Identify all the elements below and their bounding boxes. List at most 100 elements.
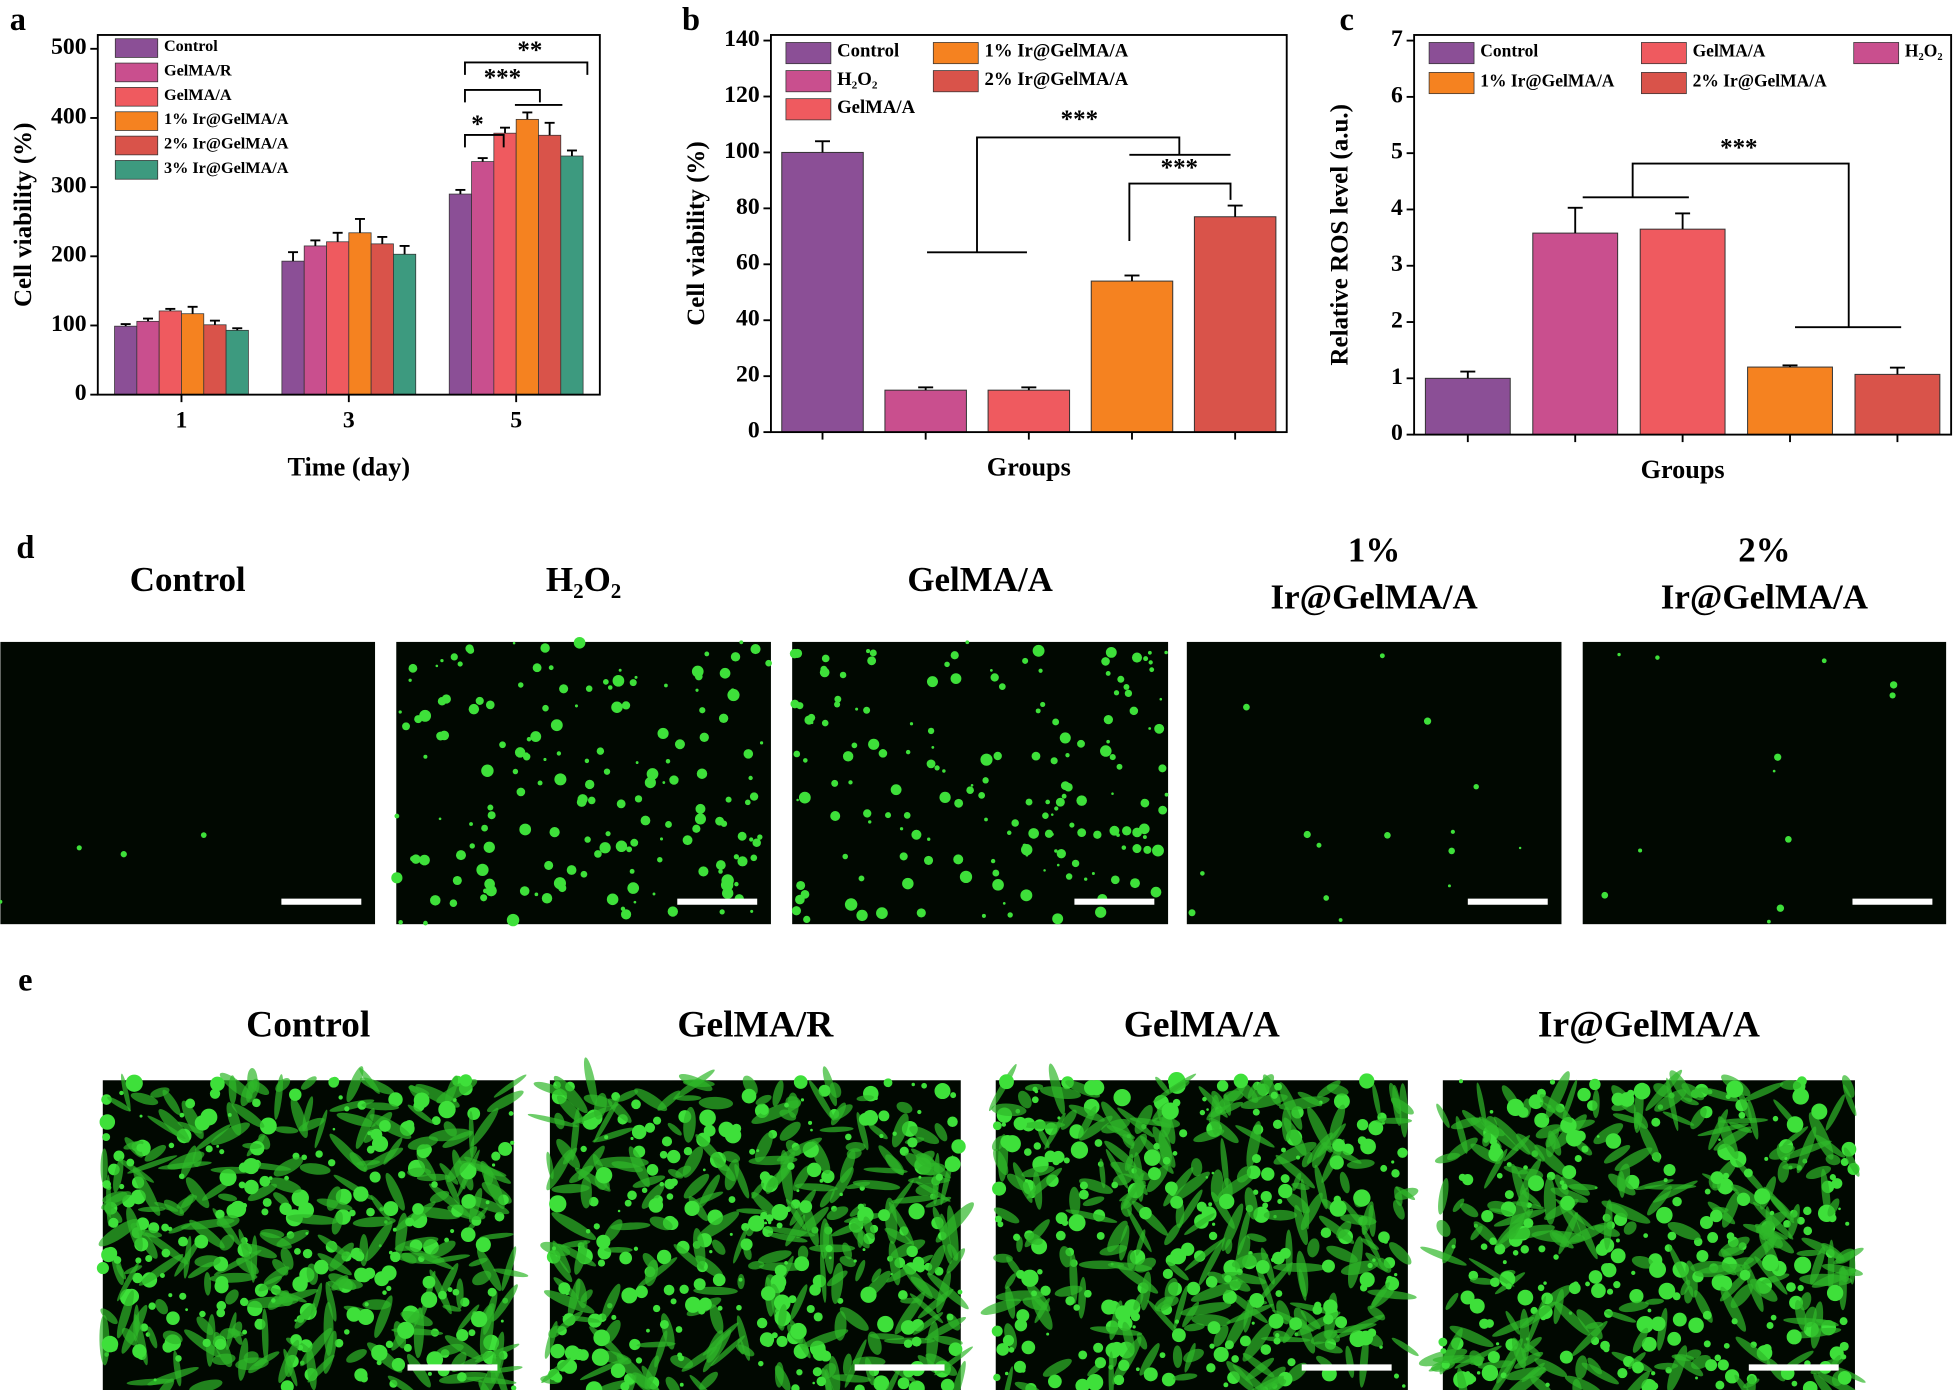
cell (215, 1209, 225, 1219)
cell (1564, 1375, 1601, 1390)
cell (238, 1228, 255, 1279)
cell (718, 869, 723, 874)
cell (1356, 1118, 1369, 1131)
cell (604, 1219, 623, 1243)
cell (1236, 1166, 1252, 1183)
cell (100, 1148, 108, 1185)
cell (376, 1360, 382, 1366)
cell (1196, 1201, 1207, 1212)
cell (1391, 1160, 1395, 1164)
bar (114, 325, 138, 396)
cell (126, 1158, 135, 1167)
cell (1726, 1232, 1735, 1240)
cell (1359, 1334, 1369, 1388)
cell (873, 1375, 890, 1390)
cell (161, 1248, 171, 1258)
cell (162, 1330, 183, 1345)
cell (1172, 1345, 1183, 1369)
cell (1162, 1268, 1174, 1279)
cell (326, 1186, 342, 1211)
cell (1618, 1370, 1650, 1390)
cell (1020, 1368, 1026, 1373)
cell (549, 1195, 567, 1213)
cell (144, 1144, 167, 1162)
cell (569, 1165, 594, 1184)
cell (1767, 919, 1771, 924)
cell (1158, 805, 1168, 815)
cell (871, 1268, 882, 1283)
cell (1782, 1126, 1809, 1147)
cell (475, 696, 484, 705)
cell (487, 804, 494, 811)
cell (733, 1228, 747, 1264)
cell (1574, 1154, 1582, 1163)
cell (996, 1343, 1010, 1356)
cell (336, 1112, 376, 1127)
cell (1117, 1107, 1155, 1138)
cell (1023, 1148, 1032, 1156)
cell (510, 1140, 515, 1145)
cell (1831, 1178, 1843, 1189)
cell (430, 1240, 456, 1258)
cell (1143, 1367, 1158, 1382)
plot-frame (96, 34, 601, 396)
cell (631, 1124, 647, 1140)
cell (1079, 1115, 1113, 1141)
cell (407, 1136, 439, 1150)
cell (1134, 1104, 1153, 1134)
cell (891, 1195, 939, 1204)
cell (839, 671, 847, 679)
cell (1106, 739, 1110, 744)
cell (1022, 843, 1027, 848)
cell (796, 798, 799, 802)
cell (1769, 1210, 1775, 1216)
cell (1591, 1283, 1606, 1299)
cell (982, 777, 989, 784)
cell (670, 1298, 677, 1305)
cell (1445, 1292, 1459, 1310)
cell (1681, 1083, 1705, 1101)
cell (344, 1106, 350, 1112)
cell (1059, 1246, 1072, 1268)
cell (1216, 1080, 1229, 1092)
cell (1779, 1080, 1802, 1090)
cell (1242, 1322, 1273, 1362)
cell (1747, 1099, 1759, 1140)
cell (1714, 1354, 1722, 1362)
cell (722, 1151, 741, 1163)
cell (1084, 877, 1088, 881)
cell (216, 1144, 220, 1148)
cell (1046, 1332, 1050, 1336)
bar (1193, 216, 1277, 433)
cell (512, 768, 519, 775)
cell (1164, 1223, 1181, 1246)
cell (593, 1092, 607, 1120)
cell (542, 704, 549, 712)
cell (271, 1298, 276, 1303)
cell (935, 1173, 943, 1181)
cell (744, 799, 751, 806)
cell (1347, 1236, 1363, 1289)
cell (1099, 1158, 1106, 1189)
cell (856, 1095, 874, 1102)
bar (393, 253, 417, 396)
micrograph (0, 641, 376, 925)
cell (494, 1211, 505, 1222)
cell (1512, 1250, 1519, 1256)
cell (752, 838, 761, 848)
cell (918, 1381, 923, 1386)
cell (1261, 1167, 1275, 1181)
cell (1094, 1357, 1107, 1369)
legend-swatch (785, 42, 832, 65)
cell (1033, 1170, 1043, 1210)
cell (1063, 1157, 1070, 1164)
cell (346, 1349, 367, 1363)
cell (1627, 1089, 1635, 1098)
legend-swatch (114, 87, 159, 107)
cell (810, 1128, 813, 1132)
cell (994, 1215, 1003, 1223)
cell (629, 679, 637, 687)
cell (398, 920, 403, 925)
cell (168, 1223, 192, 1234)
cell (136, 1143, 145, 1152)
